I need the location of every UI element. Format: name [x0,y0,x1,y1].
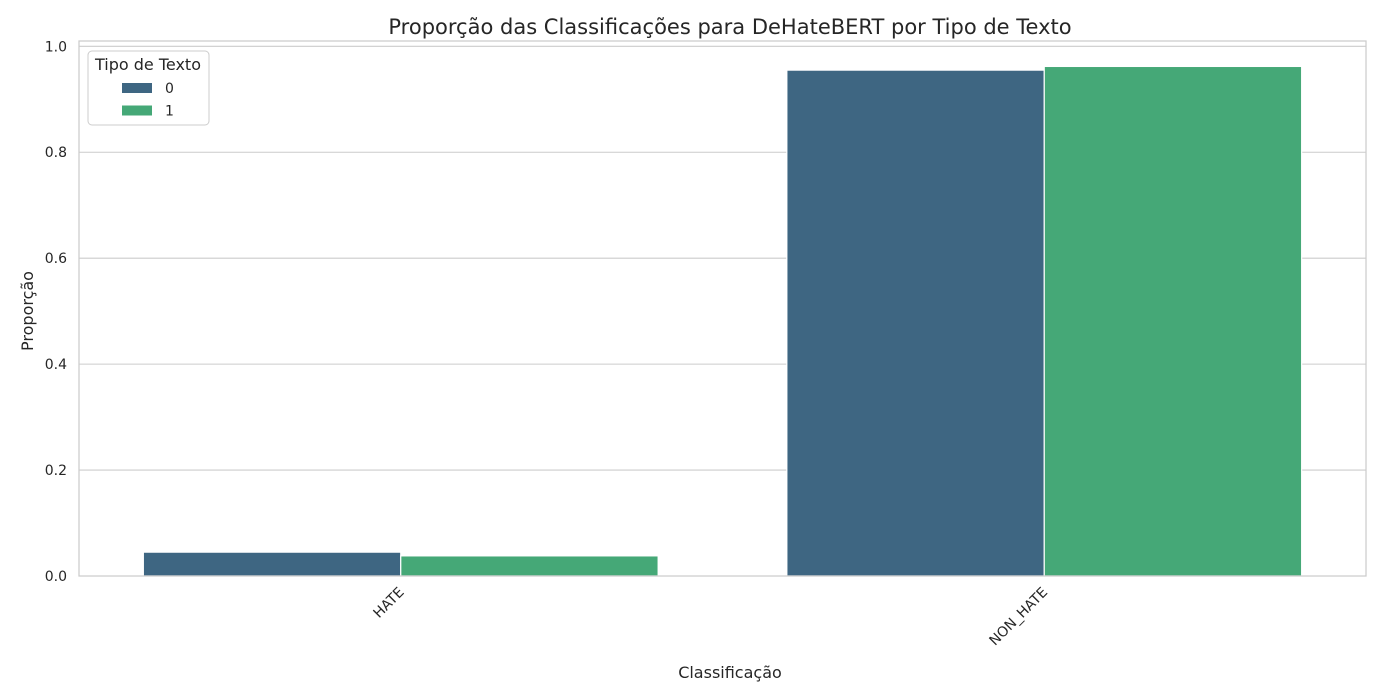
y-axis-title: Proporção [18,271,37,351]
x-tick-labels: HATE NON_HATE [371,585,1052,650]
legend-swatch [122,83,152,93]
bars [142,65,1303,577]
bar-hate-series-0 [142,551,402,577]
plot-frame [78,40,1367,577]
y-tick-label: 1.0 [45,39,67,55]
legend-swatch [122,105,152,116]
bar-hate-series-1 [400,555,659,577]
legend-label: 1 [165,104,174,120]
y-tick-label: 0.2 [45,463,67,479]
x-axis-title: Classificação [678,663,782,682]
legend-title: Tipo de Texto [94,55,201,74]
legend-entries: 01 [122,81,174,120]
y-tick-labels: 0.0 0.2 0.4 0.6 0.8 1.0 [45,39,67,585]
legend: Tipo de Texto 01 [87,50,210,126]
y-tick-label: 0.6 [45,251,67,267]
bar-non-hate-series-0 [786,69,1045,577]
bar-non-hate-series-1 [1043,65,1303,577]
y-tick-label: 0.0 [45,569,67,585]
y-tick-label: 0.8 [45,145,67,161]
x-tick-label: HATE [371,585,408,622]
y-tick-label: 0.4 [45,357,67,373]
chart-title: Proporção das Classificações para DeHate… [388,15,1071,39]
x-tick-label: NON_HATE [986,585,1051,650]
legend-label: 0 [165,81,174,97]
